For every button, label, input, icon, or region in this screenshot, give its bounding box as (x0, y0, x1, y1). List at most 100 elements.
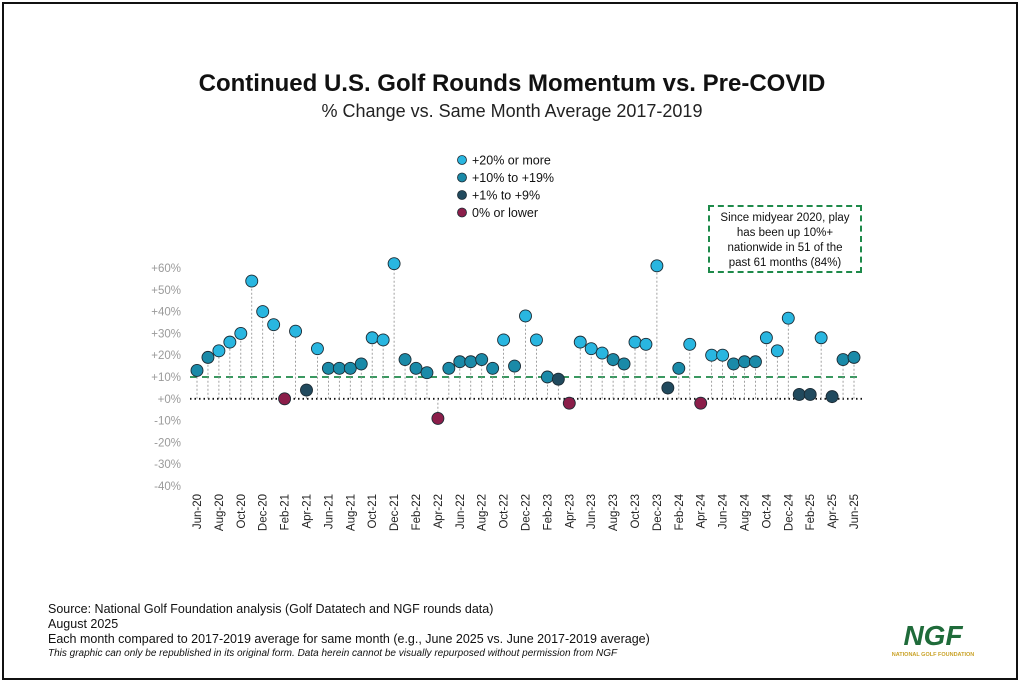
y-tick-label: -30% (154, 459, 181, 471)
y-tick-label: +60% (151, 263, 181, 275)
x-tick-label: Jun-22 (455, 494, 467, 529)
data-point: Oct-20: 30% (234, 326, 248, 340)
data-point: Jan-25: 2% (792, 387, 806, 401)
data-point: Feb-22: 14% (409, 361, 423, 375)
data-point: Mar-23: 9% (551, 372, 565, 386)
y-tick-label: -40% (154, 481, 181, 493)
data-point: Jul-20: 19% (201, 350, 215, 364)
x-tick-label: Aug-23 (608, 494, 620, 531)
legend-marker (457, 207, 467, 218)
data-point: Mar-21: 31% (289, 324, 302, 338)
x-tick-label: Apr-25 (827, 494, 839, 529)
data-point: Sep-21: 16% (354, 357, 368, 371)
data-point: Oct-24: 28% (759, 331, 773, 345)
x-tick-label: Jun-21 (323, 494, 335, 529)
data-point: Jun-24: 20% (716, 348, 730, 362)
comparison-note: Each month compared to 2017-2019 average… (48, 632, 650, 646)
x-tick-label: Feb-23 (542, 494, 554, 530)
date-note: August 2025 (48, 617, 119, 631)
x-tick-label: Dec-22 (521, 494, 533, 531)
x-tick-label: Jun-25 (849, 494, 861, 529)
x-tick-label: Dec-24 (783, 493, 795, 531)
data-point: Jun-21: 14% (321, 361, 335, 375)
data-point: Feb-25: 2% (803, 387, 817, 401)
chart-subtitle: % Change vs. Same Month Average 2017-201… (321, 101, 703, 121)
y-tick-label: +0% (158, 394, 181, 406)
x-tick-label: Aug-20 (214, 494, 226, 531)
data-point: Jun-22: 17% (453, 355, 467, 369)
y-tick-label: +30% (151, 328, 181, 340)
data-point: Aug-20: 22% (212, 344, 226, 358)
x-tick-label: Oct-22 (499, 494, 511, 529)
y-tick-label: +50% (151, 285, 181, 297)
x-tick-label: Aug-24 (740, 493, 752, 531)
x-tick-label: Feb-24 (674, 493, 686, 530)
data-point: Jan-24: 5% (661, 381, 675, 395)
chart-title: Continued U.S. Golf Rounds Momentum vs. … (198, 70, 826, 97)
data-point: Aug-22: 18% (475, 353, 489, 367)
data-point: May-25: 18% (836, 353, 850, 367)
callout-box: Since midyear 2020, play has been up 10%… (708, 205, 862, 273)
x-tick-label: Dec-20 (258, 494, 270, 531)
data-point: Jan-22: 18% (398, 353, 412, 367)
y-tick-label: -20% (154, 437, 181, 449)
data-point: Oct-22: 27% (497, 333, 511, 347)
legend-marker (457, 172, 467, 183)
x-tick-label: Apr-24 (696, 493, 708, 528)
x-tick-label: Dec-23 (652, 494, 664, 531)
data-point: Apr-25: 1% (825, 390, 839, 404)
data-point: Sep-23: 16% (617, 357, 631, 371)
data-point: Sep-24: 17% (749, 355, 762, 369)
data-point: Mar-22: 12% (420, 366, 434, 380)
x-tick-label: Dec-21 (389, 494, 401, 531)
data-point: Jan-23: 27% (530, 333, 543, 347)
logo-text: NGF (903, 620, 963, 651)
x-tick-label: Jun-23 (586, 494, 598, 529)
data-point: Nov-21: 27% (376, 333, 390, 347)
data-point: Feb-23: 10% (540, 370, 554, 384)
data-point: Jul-23: 21% (595, 346, 609, 360)
x-tick-label: Aug-22 (477, 494, 489, 531)
x-tick-label: Aug-21 (345, 494, 357, 531)
data-point: Oct-23: 26% (628, 335, 642, 349)
data-point: Jul-22: 17% (464, 355, 478, 369)
data-point: Aug-21: 14% (343, 361, 357, 375)
x-tick-label: Apr-21 (302, 494, 314, 529)
y-tick-label: +40% (151, 307, 181, 319)
disclaimer: This graphic can only be republished in … (48, 648, 618, 659)
data-point: Nov-24: 22% (770, 344, 784, 358)
x-tick-label: Feb-22 (411, 494, 423, 530)
data-point: Dec-24: 37% (781, 311, 795, 325)
data-point: May-22: 14% (442, 361, 456, 375)
data-point: Oct-21: 28% (365, 331, 379, 345)
data-point: Apr-23: -2% (562, 396, 576, 410)
x-tick-label: Apr-23 (564, 494, 576, 529)
source-note: Source: National Golf Foundation analysi… (48, 602, 494, 616)
data-point: Jul-24: 16% (727, 357, 740, 371)
data-point: Jun-25: 19% (847, 350, 861, 364)
data-point: Apr-22: -9% (431, 411, 445, 425)
data-point: Nov-23: 25% (639, 337, 653, 351)
data-point: Apr-21: 4% (300, 383, 313, 397)
legend-label: +20% or more (472, 154, 551, 168)
legend-marker (457, 155, 467, 165)
data-point: Jul-21: 14% (332, 361, 346, 375)
x-tick-label: Feb-21 (280, 494, 292, 530)
logo-tagline: NATIONAL GOLF FOUNDATION (891, 652, 975, 658)
data-point: Aug-24: 17% (738, 355, 751, 369)
y-tick-label: +20% (151, 350, 181, 362)
x-tick-label: Oct-24 (761, 493, 773, 528)
data-point: May-23: 26% (573, 335, 587, 349)
data-point: Dec-23: 61% (650, 259, 664, 273)
data-point: Dec-20: 40% (256, 305, 270, 319)
data-point: Sep-22: 14% (486, 361, 500, 375)
data-point: Apr-24: -2% (694, 396, 708, 410)
data-point: Nov-20: 54% (245, 274, 259, 288)
legend-label: +10% to +19% (472, 171, 554, 185)
x-tick-label: Jun-24 (718, 493, 730, 529)
legend-label: 0% or lower (472, 206, 538, 220)
x-tick-label: Jun-20 (192, 494, 204, 529)
data-point: Feb-24: 14% (672, 361, 686, 375)
